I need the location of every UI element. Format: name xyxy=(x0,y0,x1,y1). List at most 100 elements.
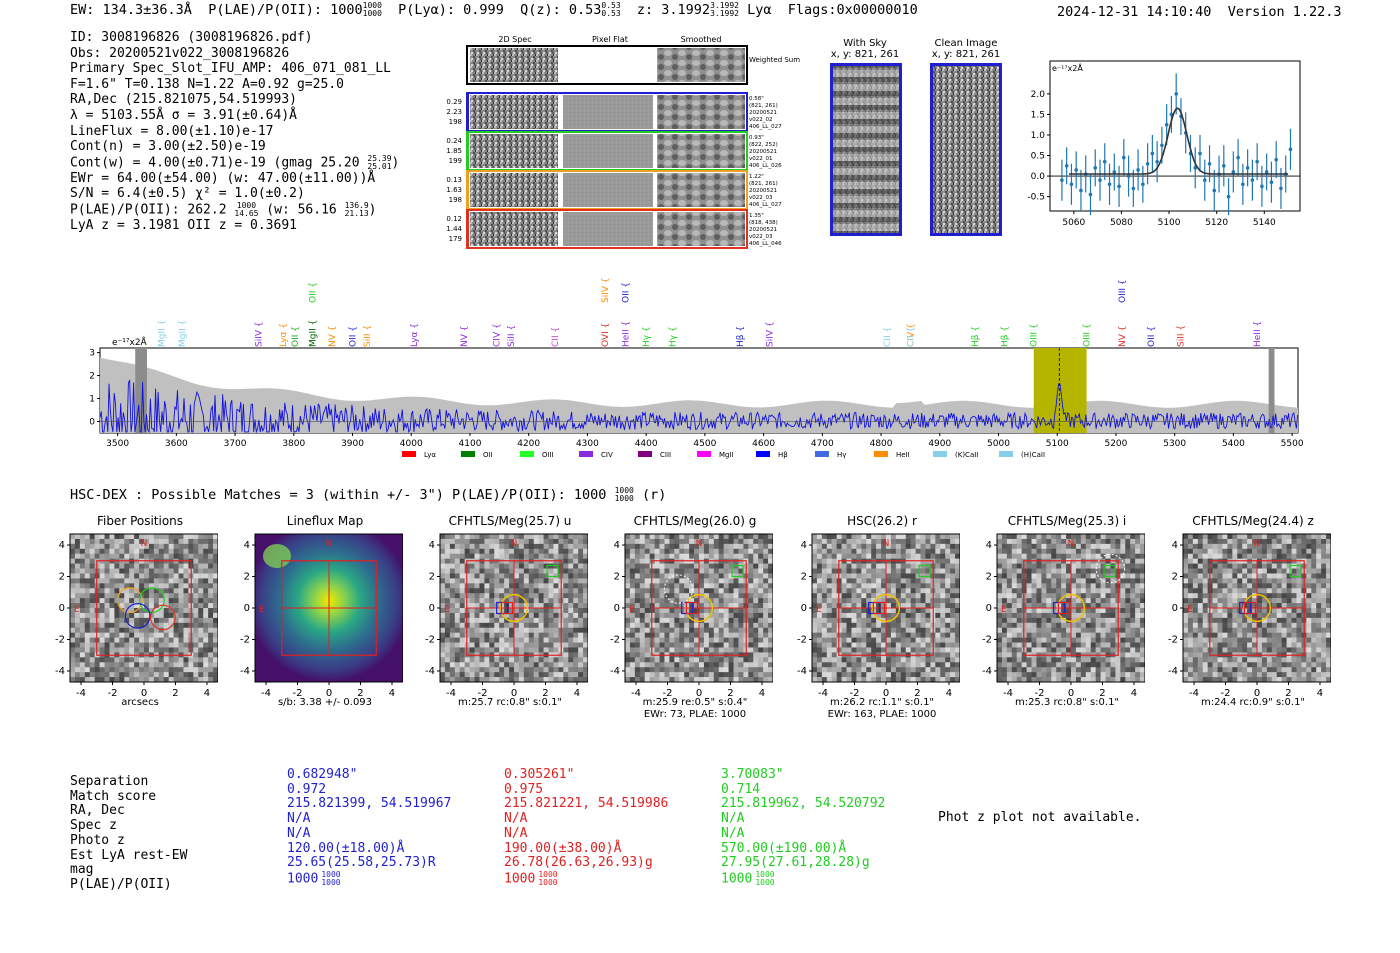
cutout-pixel xyxy=(997,657,1003,663)
cutout-pixel xyxy=(1036,578,1042,584)
cutout-pixel xyxy=(1006,677,1013,683)
cutout-pixel xyxy=(528,662,535,668)
fit-point xyxy=(1260,184,1264,189)
cutout-pixel xyxy=(699,538,705,545)
cutout-pixel xyxy=(548,642,554,648)
cutout-pixel xyxy=(104,534,110,540)
cutout-pixel xyxy=(1026,642,1032,648)
cutout-pixel xyxy=(173,588,179,594)
cutout-pixel xyxy=(674,667,680,673)
cutout-pixel xyxy=(104,657,110,663)
cutout-pixel xyxy=(163,578,169,584)
cutout-pixel xyxy=(573,593,579,599)
cutout-pixel xyxy=(816,667,823,673)
cutout-pixel xyxy=(213,553,218,559)
cutout-pixel xyxy=(699,563,705,569)
cutout-pixel xyxy=(694,657,700,663)
cutout-pixel xyxy=(454,578,461,584)
cutout-pixel xyxy=(203,652,209,658)
cutout-pixel xyxy=(1011,563,1018,569)
cutout-pixel xyxy=(728,617,734,624)
cutout-pixel xyxy=(509,593,515,599)
cutout-pixel xyxy=(573,642,579,648)
cutout-pixel xyxy=(718,632,724,638)
cutout-pixel xyxy=(568,553,574,559)
cutout-pixel xyxy=(654,632,660,638)
cutout-pixel xyxy=(826,583,833,589)
cutout-pixel xyxy=(548,578,554,584)
cutout-pixel xyxy=(703,657,710,663)
cutout-pixel xyxy=(955,588,960,594)
cutout-pixel xyxy=(694,637,700,643)
cutout-pixel xyxy=(583,667,588,673)
cutout-pixel xyxy=(905,608,911,614)
cutout-pixel xyxy=(654,534,660,540)
cutout-pixel xyxy=(905,588,911,594)
cutout-pixel xyxy=(1061,627,1067,633)
cutout-pixel xyxy=(1110,622,1116,629)
cutout-pixel xyxy=(518,608,525,614)
cutout-pixel xyxy=(1046,573,1052,579)
cutout-pixel xyxy=(733,538,739,545)
cutout-pixel xyxy=(639,603,646,609)
cutout-pixel xyxy=(1071,672,1077,678)
fit-point xyxy=(1245,166,1250,170)
cutout-pixel xyxy=(489,534,495,540)
cutout-pixel xyxy=(99,588,105,594)
cutout-pixel xyxy=(728,642,734,648)
cutout-pixel xyxy=(99,568,105,574)
cutout-pixel xyxy=(1016,652,1022,658)
cutout-pixel xyxy=(173,608,179,614)
cutout-pixel xyxy=(1016,538,1022,545)
cutout-pixel xyxy=(528,608,535,614)
cutout-pixel xyxy=(639,563,646,569)
cutout-pixel xyxy=(1100,583,1106,589)
cutout-pixel xyxy=(1006,553,1013,559)
cutout-pixel xyxy=(748,622,754,629)
cutout-pixel xyxy=(568,617,574,624)
cutout-pixel xyxy=(518,538,525,545)
cutout-pixel xyxy=(871,617,877,624)
cutout-pixel xyxy=(163,617,169,624)
cutout-pixel xyxy=(821,534,828,540)
cutout-pixel xyxy=(188,534,194,540)
cutout-pixel xyxy=(583,558,588,564)
cutout-pixel xyxy=(79,617,86,624)
cutout-pixel xyxy=(203,553,209,559)
cutout-pixel xyxy=(1061,608,1067,614)
spectrum-xtick-label: 4900 xyxy=(928,439,951,449)
cutout-pixel xyxy=(881,598,887,604)
cutout-pixel xyxy=(1090,593,1096,599)
cutout-pixel xyxy=(183,662,189,668)
cutout-pixel xyxy=(876,543,882,550)
cutout-pixel xyxy=(124,538,130,545)
spectrum-ytick-label: 3 xyxy=(90,349,95,359)
cutout-pixel xyxy=(193,647,199,653)
cutout-pixel xyxy=(895,622,902,629)
cutout-pixel xyxy=(173,677,179,683)
cutout-pixel xyxy=(886,534,892,540)
cutout-pixel xyxy=(568,647,574,653)
cutout-pixel xyxy=(694,543,700,550)
cutout-pixel xyxy=(1031,622,1037,629)
cutout-pixel xyxy=(644,568,650,574)
cutout-pixel xyxy=(950,637,956,643)
cutout-pixel xyxy=(1105,662,1111,668)
cutout-pixel xyxy=(444,672,451,678)
cutout-pixel xyxy=(538,647,544,653)
plae-info: P(LAE)/P(OII): 262.2 1000 14.65 (w: 56.16… xyxy=(70,201,377,219)
cutout-pixel xyxy=(851,598,857,604)
cutout-pixel xyxy=(649,543,655,550)
cutout-pixel xyxy=(523,672,530,678)
cutout-pixel xyxy=(768,667,773,673)
cutout-pixel xyxy=(139,612,145,619)
cutout-pixel xyxy=(861,642,867,648)
cutout-pixel xyxy=(644,657,650,663)
cutout-pixel xyxy=(99,593,105,599)
cutout-pixel xyxy=(543,583,549,589)
cutout-pixel xyxy=(119,608,125,614)
cutout-pixel xyxy=(148,563,155,569)
cutout-pixel xyxy=(153,548,160,555)
cutout-pixel xyxy=(763,568,769,574)
cutout-pixel xyxy=(920,543,926,550)
